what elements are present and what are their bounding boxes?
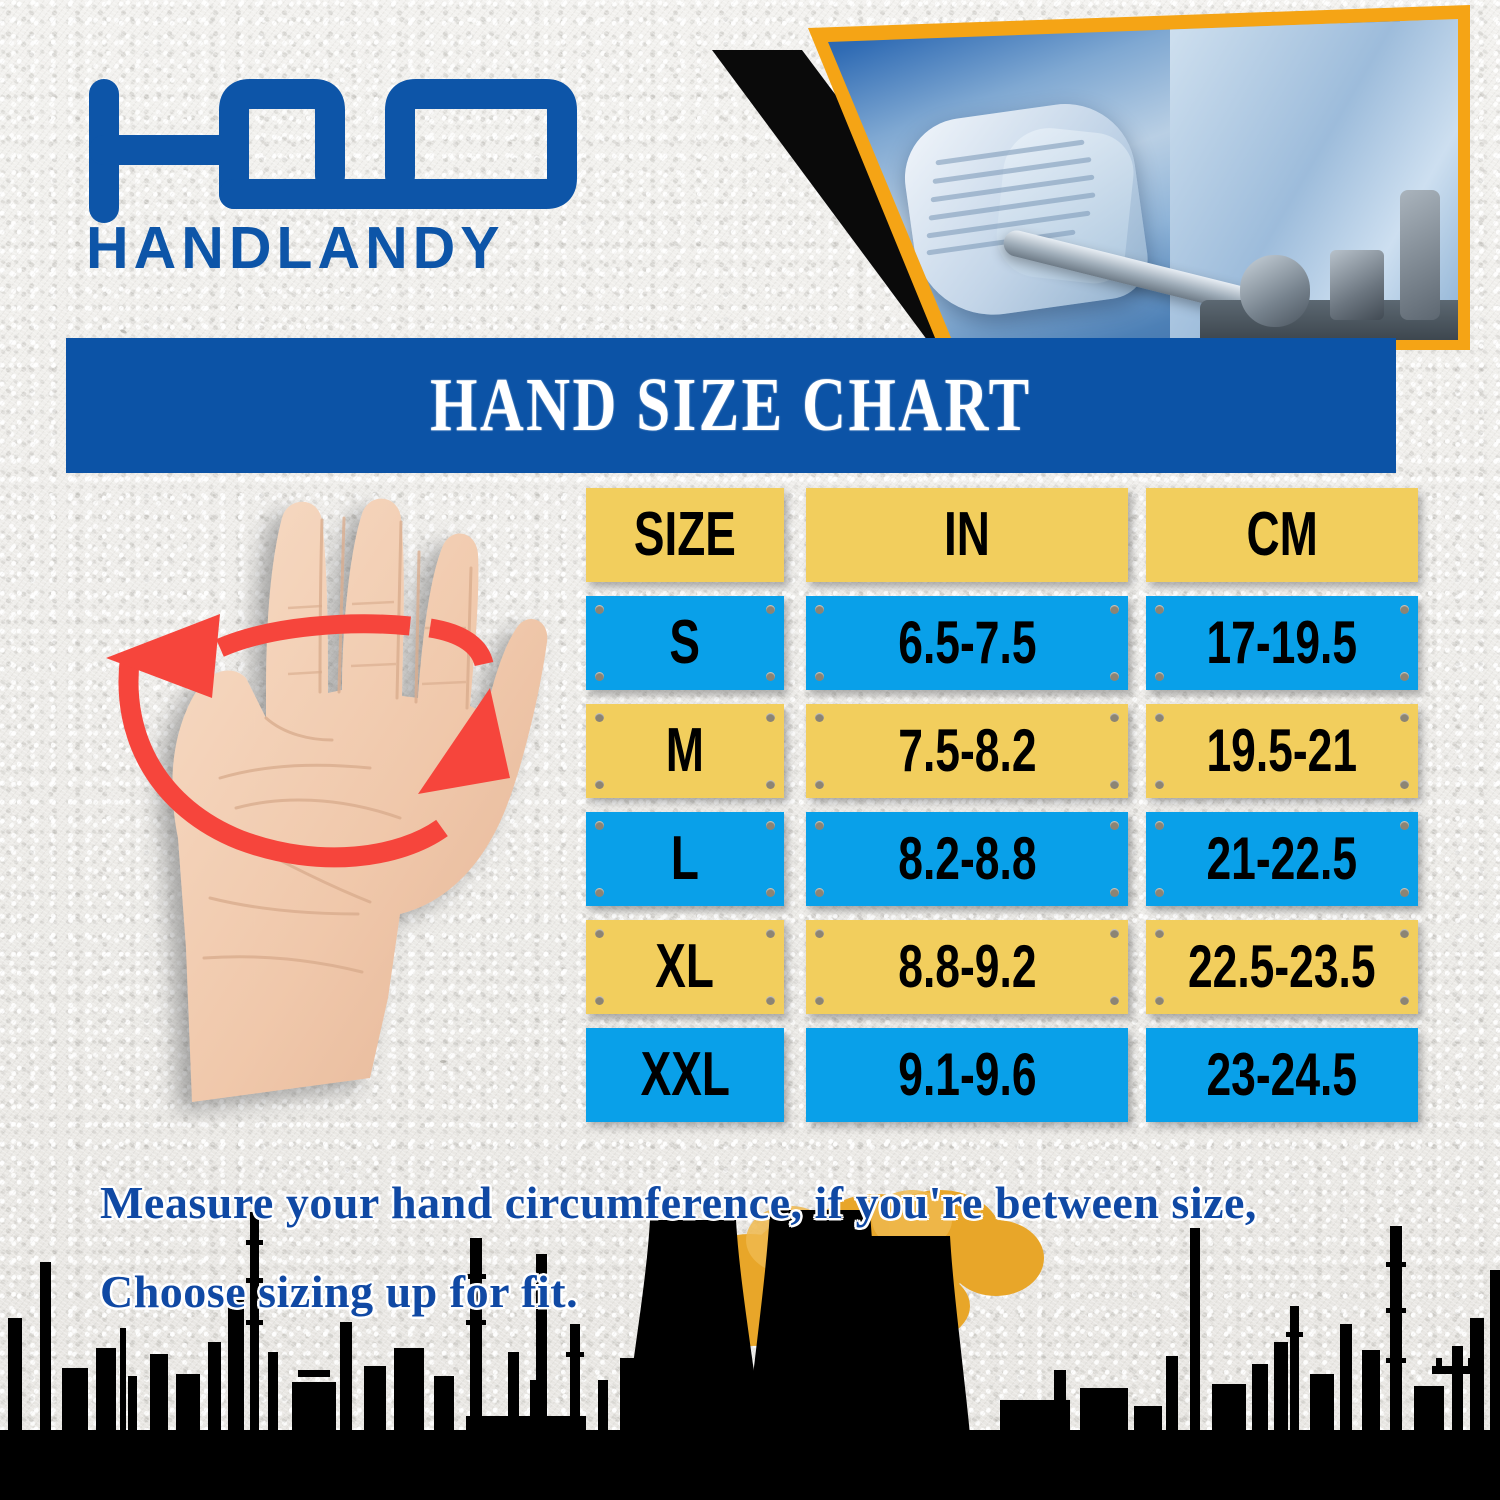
hand-circumference-measure-illustration bbox=[70, 478, 580, 1128]
header-cell-size: SIZE bbox=[586, 488, 784, 582]
cell-cm: 17-19.5 bbox=[1146, 596, 1418, 690]
note-line-2: Choose sizing up for fit. bbox=[100, 1266, 579, 1317]
industrial-refinery-skyline-silhouette bbox=[0, 1210, 1500, 1500]
cell-cm: 21-22.5 bbox=[1146, 812, 1418, 906]
table-header-row: SIZE IN CM bbox=[578, 488, 1418, 582]
cell-cm: 19.5-21 bbox=[1146, 704, 1418, 798]
cell-cm: 23-24.5 bbox=[1146, 1028, 1418, 1122]
cell-size: S bbox=[586, 596, 784, 690]
hand-size-table: SIZE IN CM S 6.5-7.5 17-19.5 M 7.5-8.2 1… bbox=[578, 488, 1418, 1138]
header-cell-cm: CM bbox=[1146, 488, 1418, 582]
table-row: XL 8.8-9.2 22.5-23.5 bbox=[578, 920, 1418, 1014]
cell-in: 6.5-7.5 bbox=[806, 596, 1128, 690]
table-row: XXL 9.1-9.6 23-24.5 bbox=[578, 1028, 1418, 1122]
page-title: HAND SIZE CHART bbox=[430, 363, 1032, 447]
cell-cm: 22.5-23.5 bbox=[1146, 920, 1418, 1014]
cell-in: 8.2-8.8 bbox=[806, 812, 1128, 906]
cell-size: M bbox=[586, 704, 784, 798]
hand-shape bbox=[172, 498, 548, 1102]
photo-image bbox=[828, 19, 1458, 340]
cell-in: 9.1-9.6 bbox=[806, 1028, 1128, 1122]
hero-photo bbox=[700, 0, 1500, 360]
brand-name: HANDLANDY bbox=[86, 215, 505, 281]
table-row: L 8.2-8.8 21-22.5 bbox=[578, 812, 1418, 906]
cell-size: XL bbox=[586, 920, 784, 1014]
cell-in: 8.8-9.2 bbox=[806, 920, 1128, 1014]
handlandy-monogram-icon bbox=[86, 76, 606, 286]
circumference-arrow-icon bbox=[106, 614, 510, 868]
cell-size: L bbox=[586, 812, 784, 906]
measurement-note: Measure your hand circumference, if you'… bbox=[100, 1176, 1400, 1354]
paper-speck bbox=[440, 1060, 446, 1063]
page-title-banner: HAND SIZE CHART bbox=[66, 338, 1396, 473]
header-cell-in: IN bbox=[806, 488, 1128, 582]
cell-in: 7.5-8.2 bbox=[806, 704, 1128, 798]
cell-size: XXL bbox=[586, 1028, 784, 1122]
table-row: S 6.5-7.5 17-19.5 bbox=[578, 596, 1418, 690]
table-row: M 7.5-8.2 19.5-21 bbox=[578, 704, 1418, 798]
note-line-1: Measure your hand circumference, if you'… bbox=[100, 1177, 1257, 1228]
